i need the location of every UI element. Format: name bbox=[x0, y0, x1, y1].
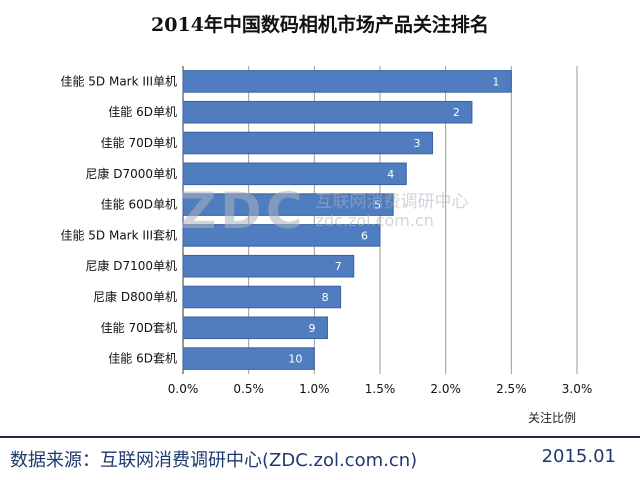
x-tick-label: 1.5% bbox=[365, 382, 396, 396]
category-label: 尼康 D7000单机 bbox=[85, 166, 177, 181]
data-source: 数据来源：互联网消费调研中心(ZDC.zol.com.cn) bbox=[10, 450, 418, 471]
x-tick-label: 0.0% bbox=[168, 382, 199, 396]
x-tick-labels: 0.0% 0.5% 1.0% 1.5% 2.0% 2.5% 3.0% bbox=[168, 382, 593, 396]
rank-label: 6 bbox=[361, 229, 368, 242]
x-tick-label: 0.5% bbox=[233, 382, 264, 396]
footer-divider bbox=[0, 436, 640, 438]
bar bbox=[182, 285, 342, 309]
publish-date: 2015.01 bbox=[541, 446, 616, 467]
rank-label: 10 bbox=[288, 353, 302, 366]
category-label: 佳能 5D Mark III单机 bbox=[60, 74, 177, 88]
rank-labels: 1 2 3 4 5 6 7 8 9 10 bbox=[288, 75, 499, 365]
x-axis-label: 关注比例 bbox=[528, 410, 576, 425]
bar bbox=[182, 347, 315, 370]
chart-title: 2014年中国数码相机市场产品关注排名 bbox=[151, 14, 489, 36]
x-tick-label: 2.0% bbox=[430, 382, 461, 396]
rank-label: 8 bbox=[322, 291, 329, 304]
category-label: 佳能 70D套机 bbox=[101, 321, 177, 335]
rank-label: 2 bbox=[453, 106, 460, 119]
category-label: 尼康 D7100单机 bbox=[85, 258, 177, 273]
bar bbox=[182, 254, 355, 278]
category-label: 佳能 6D套机 bbox=[108, 352, 177, 366]
bar bbox=[182, 316, 328, 340]
rank-label: 7 bbox=[335, 260, 342, 273]
rank-label: 1 bbox=[492, 75, 499, 88]
bar bbox=[182, 224, 381, 247]
bar bbox=[182, 100, 473, 124]
rank-label: 3 bbox=[414, 137, 421, 150]
bar bbox=[182, 193, 394, 216]
bars bbox=[182, 70, 512, 370]
x-tick-label: 3.0% bbox=[562, 382, 593, 396]
category-label: 佳能 5D Mark III套机 bbox=[60, 228, 177, 242]
category-label: 尼康 D800单机 bbox=[93, 289, 177, 304]
x-tick-label: 2.5% bbox=[496, 382, 527, 396]
x-tick-label: 1.0% bbox=[299, 382, 330, 396]
category-label: 佳能 6D单机 bbox=[108, 105, 177, 119]
rank-label: 4 bbox=[387, 168, 394, 181]
bar bbox=[182, 131, 434, 155]
bar bbox=[182, 70, 512, 93]
category-label: 佳能 70D单机 bbox=[101, 136, 177, 150]
bar bbox=[182, 162, 407, 186]
rank-label: 5 bbox=[374, 199, 381, 212]
category-label: 佳能 60D单机 bbox=[101, 198, 177, 212]
rank-label: 9 bbox=[308, 322, 315, 335]
